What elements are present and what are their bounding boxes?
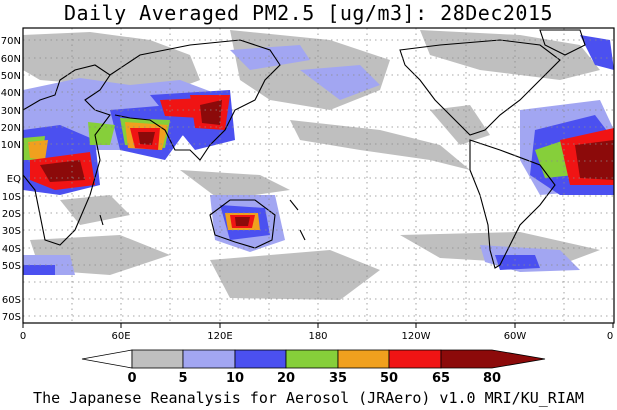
- lat-label: 50S: [2, 261, 21, 272]
- lat-label: 40S: [2, 244, 21, 255]
- lon-label: 120W: [402, 331, 431, 342]
- lat-label: 20S: [2, 209, 21, 220]
- lat-label: 60N: [1, 54, 21, 65]
- lat-label: 10N: [1, 140, 21, 151]
- lat-label: 70N: [1, 36, 21, 47]
- lat-label: 70S: [2, 312, 21, 323]
- lon-label: 0: [607, 331, 613, 342]
- longitude-ticks: [22, 323, 614, 328]
- colorbar-tick: 0: [127, 371, 136, 386]
- lat-label: 40N: [1, 88, 21, 99]
- lon-label: 120E: [207, 331, 232, 342]
- lat-label: 30S: [2, 226, 21, 237]
- colorbar-tick: 35: [329, 371, 347, 386]
- colorbar-tick: 20: [277, 371, 295, 386]
- lon-label: 180: [308, 331, 327, 342]
- colorbar-tick: 80: [483, 371, 501, 386]
- colorbar-segment-green: [285, 349, 339, 369]
- pm25-concentration-field: [23, 29, 614, 300]
- colorbar-segment-blue: [234, 349, 287, 369]
- coastlines: [23, 29, 586, 269]
- colorbar-tick: 5: [178, 371, 187, 386]
- pm25-band-above-80: [40, 100, 614, 226]
- colorbar-segment-lightblue: [182, 349, 236, 369]
- credit-line: The Japanese Reanalysis for Aerosol (JRA…: [33, 389, 584, 407]
- colorbar-segment-grey: [131, 349, 184, 369]
- map-title: Daily Averaged PM2.5 [ug/m3]: 28Dec2015: [63, 1, 554, 25]
- colorbar-tick: 50: [380, 371, 398, 386]
- lon-label: 0: [20, 331, 26, 342]
- lat-label: EQ: [7, 174, 21, 185]
- lat-label: 20N: [1, 123, 21, 134]
- lat-label: 60S: [2, 295, 21, 306]
- lat-label: 30N: [1, 106, 21, 117]
- latitude-axis: 70N 60N 50N 40N 30N 20N 10N EQ 10S 20S 3…: [1, 36, 21, 323]
- colorbar: [81, 349, 546, 369]
- lat-label: 50N: [1, 71, 21, 82]
- colorbar-segment-orange: [337, 349, 390, 369]
- colorbar-segment-red: [388, 349, 442, 369]
- colorbar-segment-darkred: [440, 349, 546, 369]
- lon-label: 60W: [504, 331, 527, 342]
- lat-label: 10S: [2, 192, 21, 203]
- longitude-axis: 0 60E 120E 180 120W 60W 0: [20, 331, 613, 342]
- colorbar-tick: 65: [432, 371, 450, 386]
- colorbar-tick: 10: [226, 371, 244, 386]
- colorbar-labels: 0 5 10 20 35 50 65 80: [127, 371, 501, 386]
- lon-label: 60E: [111, 331, 130, 342]
- colorbar-segment-white: [81, 349, 133, 369]
